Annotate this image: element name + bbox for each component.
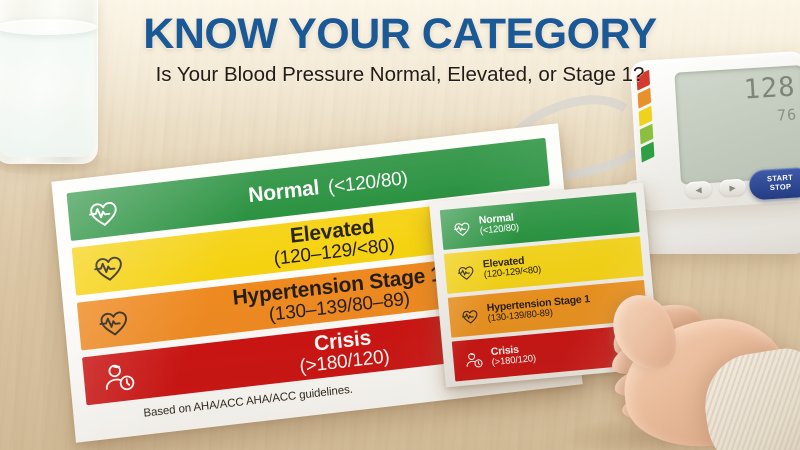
glass-rim <box>0 19 97 35</box>
blood-pressure-category-chart: Normal (<120/80) Elevated (120–129/<80) Hy… <box>51 123 583 443</box>
page-subtitle: Is Your Blood Pressure Normal, Elevated,… <box>155 62 645 86</box>
lcd-diastolic-reading: 76 <box>776 105 798 125</box>
inset-band-text: Normal (<120/80) <box>473 202 631 238</box>
water-glass <box>0 0 112 176</box>
category-band-crisis: Crisis (>180/120) <box>82 302 566 406</box>
glass-water <box>0 31 94 157</box>
patient-alert-icon <box>95 358 144 397</box>
heart-pulse-icon <box>79 194 128 233</box>
inset-category-band-elevated: Elevated (120-129/<80) <box>443 236 644 294</box>
category-band-normal: Normal (<120/80) <box>66 137 550 241</box>
blood-pressure-monitor: 128 76 ◀ ▶ START STOP <box>492 42 800 254</box>
nav-right-button[interactable]: ▶ <box>719 178 746 197</box>
monitor-nav-buttons[interactable]: ◀ ▶ <box>685 178 746 199</box>
category-band-elevated: Elevated (120–129/<80) <box>71 192 555 296</box>
handheld-reference-card: Normal (<120/80) Elevated (120-129/<80) Hy… <box>429 182 660 388</box>
bp-category-scale-icon <box>636 69 656 169</box>
heart-pulse-icon <box>89 303 138 342</box>
inset-category-band-normal: Normal (<120/80) <box>439 192 640 251</box>
category-band-list: Normal (<120/80) Elevated (120–129/<80) Hy… <box>66 137 566 406</box>
glass-body <box>0 0 98 164</box>
hand-holding-card <box>558 256 800 450</box>
heart-pulse-icon <box>452 261 480 282</box>
nav-left-button[interactable]: ◀ <box>685 180 712 199</box>
band-name: Normal <box>247 176 321 208</box>
heart-pulse-icon <box>448 218 476 239</box>
band-range: (<120/80) <box>327 167 409 198</box>
heart-pulse-icon <box>456 305 484 326</box>
category-band-hypertension-stage-1: Hypertension Stage 1 (130–139/80–89) <box>76 247 561 351</box>
inset-category-band-list: Normal (<120/80) Elevated (120-129/<80) Hy… <box>439 192 652 382</box>
inset-category-band-hypertension-stage-1: Hypertension Stage 1 (130-139/80-89) <box>447 279 648 338</box>
page-title: KNOW YOUR CATEGORY <box>143 10 657 58</box>
stop-label: STOP <box>769 181 792 193</box>
start-stop-button[interactable]: START STOP <box>748 166 800 201</box>
inset-category-band-crisis: Crisis (>180/120) <box>451 323 652 382</box>
patient-alert-icon <box>460 349 488 370</box>
heart-pulse-icon <box>84 248 133 287</box>
header: KNOW YOUR CATEGORY Is Your Blood Pressur… <box>0 12 800 86</box>
